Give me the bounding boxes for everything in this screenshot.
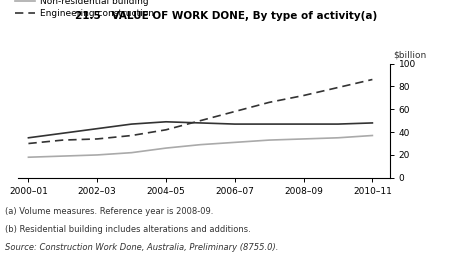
Text: (b) Residential building includes alterations and additions.: (b) Residential building includes altera…	[5, 225, 250, 234]
Text: 21.5   VALUE OF WORK DONE, By type of activity(a): 21.5 VALUE OF WORK DONE, By type of acti…	[75, 11, 378, 21]
Text: Source: Construction Work Done, Australia, Preliminary (8755.0).: Source: Construction Work Done, Australi…	[5, 243, 278, 251]
Text: (a) Volume measures. Reference year is 2008-09.: (a) Volume measures. Reference year is 2…	[5, 207, 213, 216]
Text: $billion: $billion	[393, 51, 426, 60]
Legend: Residential building(b), Non-residential building, Engineering construction: Residential building(b), Non-residential…	[15, 0, 154, 18]
